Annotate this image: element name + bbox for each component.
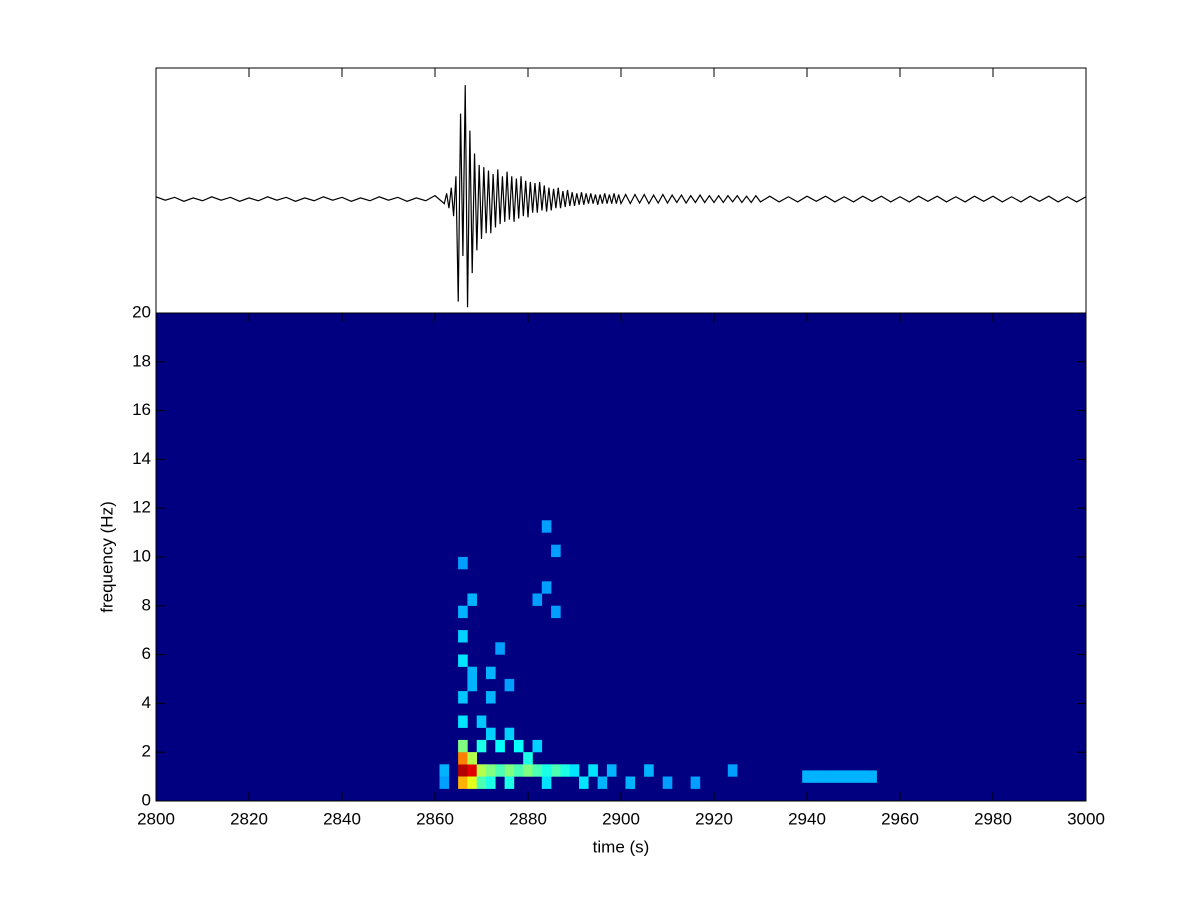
x-tick-label: 2860: [416, 809, 454, 828]
y-tick-label: 16: [132, 400, 151, 419]
y-tick-label: 4: [142, 693, 151, 712]
heatmap-cell: [532, 593, 543, 606]
heatmap-cell: [662, 776, 673, 789]
heatmap-cell: [439, 776, 450, 789]
heatmap-cell: [467, 666, 477, 680]
heatmap-cell: [458, 764, 468, 777]
heatmap-cell: [560, 764, 570, 777]
waveform: [155, 85, 1087, 308]
heatmap-cell: [458, 715, 468, 728]
x-tick-label: 2960: [881, 809, 919, 828]
heatmap-cell: [551, 544, 561, 558]
heatmap-cell: [458, 630, 468, 643]
heatmap-cell: [839, 770, 849, 783]
axes-background: [156, 68, 1086, 313]
heatmap-cell: [467, 678, 477, 692]
heatmap-cell: [625, 776, 636, 789]
heatmap-cell: [495, 642, 505, 655]
heatmap-background: [156, 313, 1086, 801]
x-axis-label: time (s): [593, 837, 650, 856]
heatmap-cell: [486, 727, 496, 741]
heatmap-cell: [476, 739, 487, 753]
x-tick-label: 2800: [137, 809, 175, 828]
heatmap-cell: [523, 764, 533, 777]
heatmap-cell: [458, 556, 468, 570]
heatmap-cell: [820, 770, 831, 783]
x-tick-label: 3000: [1067, 809, 1105, 828]
x-tick-label: 2940: [788, 809, 826, 828]
heatmap-cell: [579, 776, 589, 789]
heatmap-cell: [644, 764, 654, 777]
heatmap-cell: [476, 764, 487, 777]
heatmap-cell: [486, 691, 496, 704]
heatmap-cell: [830, 770, 840, 783]
heatmap-cell: [541, 581, 552, 594]
y-axis-label: frequency (Hz): [97, 501, 116, 612]
heatmap-cell: [486, 666, 496, 680]
y-tick-label: 0: [142, 790, 151, 809]
heatmap-cell: [848, 770, 859, 783]
y-tick-label: 6: [142, 644, 151, 663]
y-tick-label: 18: [132, 351, 151, 370]
heatmap-cell: [458, 739, 468, 753]
heatmap-cell: [458, 752, 468, 765]
heatmap-cell: [588, 764, 598, 777]
heatmap-cell: [532, 764, 543, 777]
heatmap-cell: [597, 776, 608, 789]
heatmap-cell: [486, 776, 496, 789]
y-tick-label: 2: [142, 742, 151, 761]
heatmap-cell: [802, 770, 812, 783]
x-tick-label: 2840: [323, 809, 361, 828]
heatmap-cell: [439, 764, 450, 777]
y-tick-label: 14: [132, 449, 151, 468]
heatmap-cell: [467, 752, 477, 765]
heatmap-cell: [523, 752, 533, 765]
heatmap-cell: [476, 776, 487, 789]
heatmap-cell: [551, 764, 561, 777]
heatmap-cell: [458, 605, 468, 619]
heatmap-cell: [504, 727, 515, 741]
heatmap-cell: [513, 764, 524, 777]
heatmap-cell: [504, 678, 515, 692]
heatmap-cell: [690, 776, 701, 789]
y-tick-label: 20: [132, 302, 151, 321]
heatmap-cell: [858, 770, 868, 783]
y-tick-label: 12: [132, 498, 151, 517]
x-tick-label: 2900: [602, 809, 640, 828]
x-tick-label: 2920: [695, 809, 733, 828]
heatmap-cell: [458, 654, 468, 667]
heatmap-cell: [458, 776, 468, 789]
heatmap-cell: [569, 764, 580, 777]
x-tick-label: 2820: [230, 809, 268, 828]
heatmap-cell: [504, 764, 515, 777]
heatmap-cell: [541, 764, 552, 777]
y-tick-label: 10: [132, 546, 151, 565]
heatmap-cell: [504, 776, 515, 789]
heatmap-cell: [458, 691, 468, 704]
heatmap-cell: [532, 739, 543, 753]
heatmap-cell: [867, 770, 877, 783]
heatmap-cell: [541, 776, 552, 789]
y-tick-label: 8: [142, 595, 151, 614]
heatmap-cell: [541, 520, 552, 533]
heatmap-cell: [495, 764, 505, 777]
heatmap-cell: [811, 770, 822, 783]
heatmap-cell: [513, 739, 524, 753]
heatmap-cell: [551, 605, 561, 619]
heatmap-cell: [467, 593, 477, 606]
heatmap-cell: [467, 776, 477, 789]
heatmap-cell: [606, 764, 617, 777]
x-tick-label: 2880: [509, 809, 547, 828]
x-tick-label: 2980: [974, 809, 1012, 828]
heatmap-cell: [495, 739, 505, 753]
axes-frame: [155, 312, 1087, 802]
heatmap-cell: [467, 764, 477, 777]
heatmap-cell: [486, 764, 496, 777]
heatmap-cell: [476, 715, 487, 728]
heatmap-cell: [727, 764, 738, 777]
